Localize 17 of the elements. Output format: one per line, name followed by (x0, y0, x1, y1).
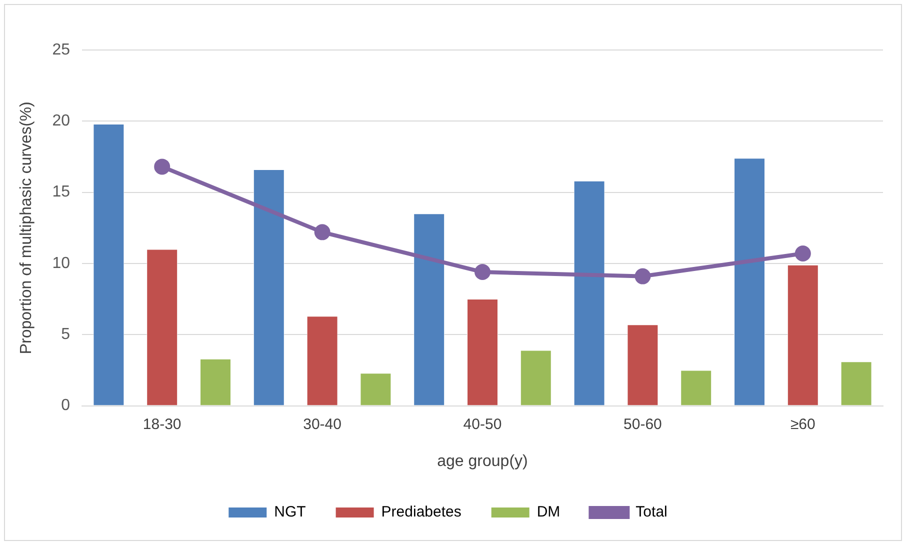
x-axis-title: age group(y) (437, 452, 528, 470)
legend-label: NGT (274, 504, 306, 521)
y-tick-label: 5 (61, 326, 70, 344)
legend-label: Prediabetes (381, 504, 462, 521)
y-tick-label: 0 (61, 397, 70, 414)
x-tick-label: 30-40 (303, 416, 342, 433)
y-tick-label: 20 (52, 112, 70, 130)
legend-label: Total (636, 504, 668, 521)
legend-label: DM (536, 504, 560, 521)
y-tick-label: 25 (52, 41, 70, 58)
y-tick-label: 15 (52, 184, 70, 201)
y-tick-label: 10 (52, 254, 70, 272)
y-axis-title: Proportion of multiphasic curves(%) (18, 102, 36, 354)
x-tick-label: 18-30 (142, 416, 182, 433)
x-tick-label: 50-60 (624, 416, 662, 433)
x-tick-label: 40-50 (463, 416, 502, 433)
x-tick-label: ≥60 (790, 416, 816, 433)
